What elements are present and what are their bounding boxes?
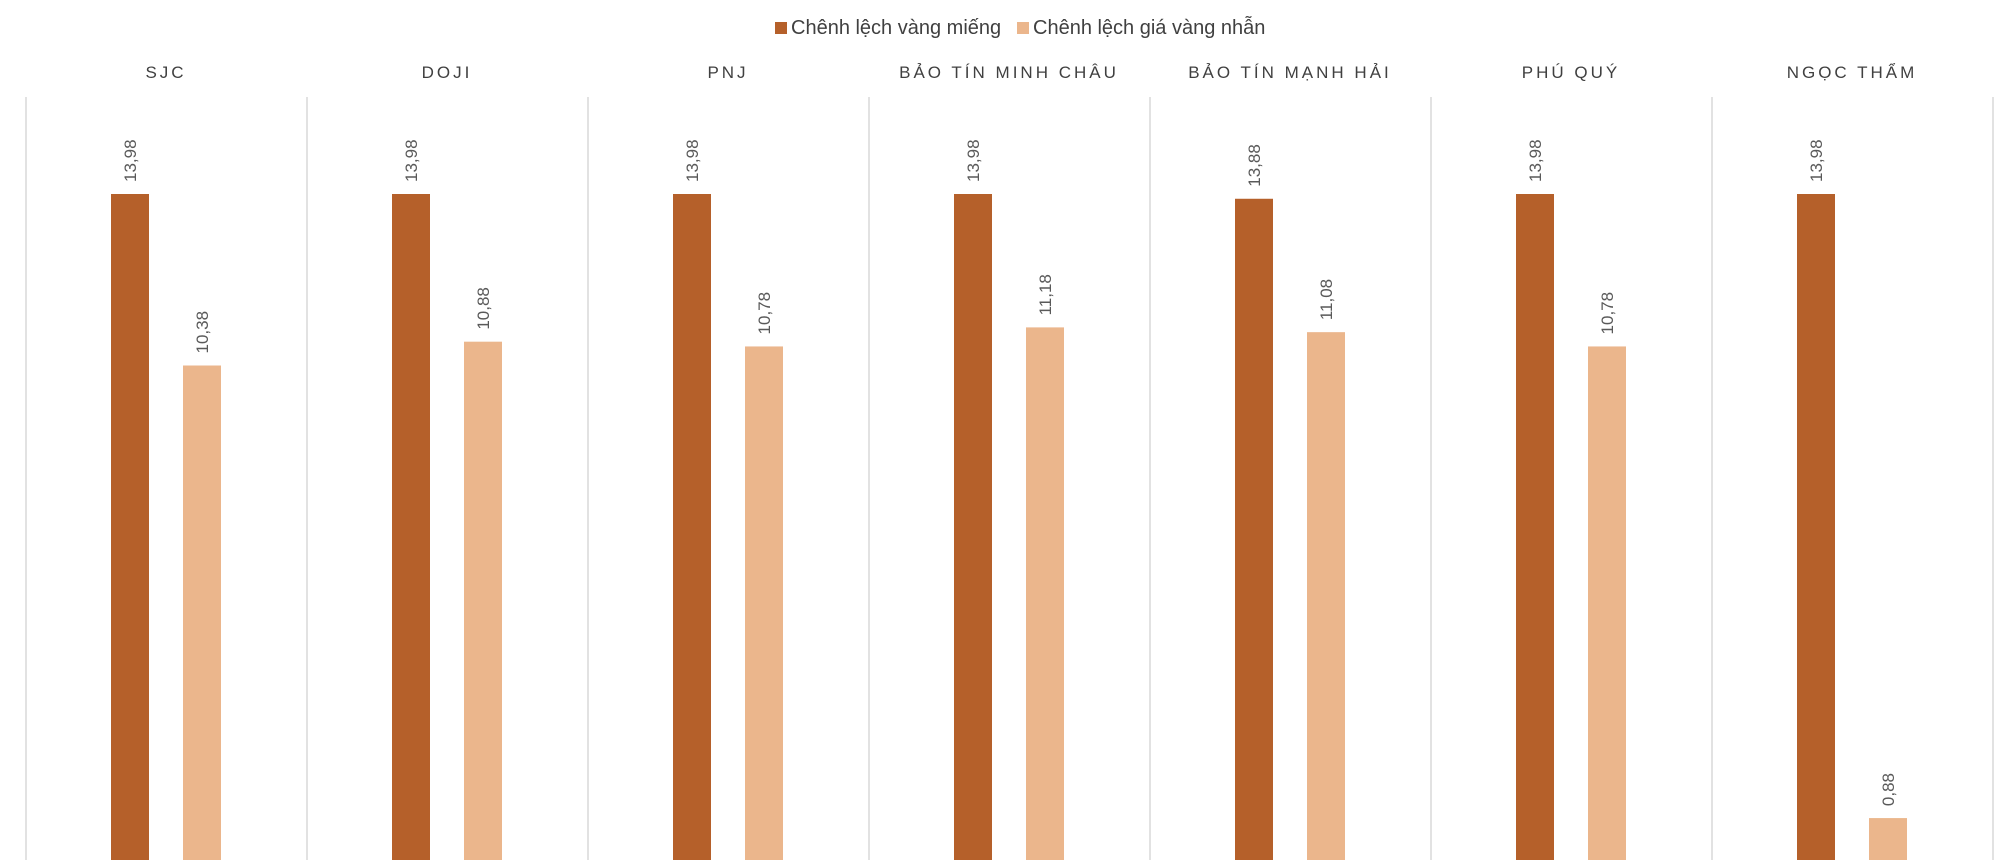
legend-label-series-1: Chênh lệch vàng miếng	[791, 17, 1001, 39]
category-labels: SJC DOJI PNJ BẢO TÍN MINH CHÂU BẢO TÍN MẠNH …	[145, 63, 1918, 82]
bar-series-2	[464, 341, 502, 860]
data-label-series-1: 13,98	[1807, 139, 1826, 182]
bar-series-1	[111, 194, 149, 860]
panel-dividers	[25, 97, 1994, 860]
legend-swatch-series-1	[775, 22, 787, 34]
bar-series-2	[1307, 332, 1345, 860]
legend-label-series-2: Chênh lệch giá vàng nhẫn	[1033, 16, 1265, 39]
legend-swatch-series-2	[1017, 22, 1029, 34]
data-label-series-2: 11,18	[1036, 274, 1055, 315]
category-label: PHÚ QUÝ	[1522, 63, 1620, 82]
data-label-series-2: 10,88	[474, 287, 493, 330]
category-label: SJC	[145, 63, 186, 82]
data-label-series-2: 11,08	[1317, 279, 1336, 320]
bar-series-1	[954, 194, 992, 860]
data-label-series-2: 10,38	[193, 311, 212, 354]
data-label-series-2: 0,88	[1879, 773, 1898, 806]
data-label-series-2: 10,78	[755, 292, 774, 335]
category-label: BẢO TÍN MINH CHÂU	[899, 63, 1119, 82]
category-label: BẢO TÍN MẠNH HẢI	[1188, 63, 1392, 82]
data-label-series-2: 10,78	[1598, 292, 1617, 335]
bar-series-1	[392, 194, 430, 860]
bar-series-2	[1869, 818, 1907, 860]
category-label: NGỌC THẨM	[1787, 63, 1918, 82]
data-label-series-1: 13,88	[1245, 144, 1264, 187]
bar-series-2	[183, 365, 221, 860]
data-label-series-1: 13,98	[1526, 139, 1545, 182]
bar-series-1	[1235, 198, 1273, 860]
bar-series-1	[673, 194, 711, 860]
bar-series-2	[1026, 327, 1064, 860]
bar-series-2	[1588, 346, 1626, 860]
data-label-series-1: 13,98	[964, 139, 983, 182]
bars	[111, 194, 1907, 860]
bar-series-1	[1516, 194, 1554, 860]
data-label-series-1: 13,98	[683, 139, 702, 182]
data-label-series-1: 13,98	[121, 139, 140, 182]
category-label: DOJI	[422, 63, 473, 82]
legend: Chênh lệch vàng miếng Chênh lệch giá vàng…	[775, 16, 1265, 39]
data-label-series-1: 13,98	[402, 139, 421, 182]
category-label: PNJ	[707, 63, 748, 82]
value-labels: 13,98 13,98 13,98 13,98 13,88 13,98 13,98 10,38…	[121, 139, 1898, 806]
bar-series-1	[1797, 194, 1835, 860]
bar-series-2	[745, 346, 783, 860]
